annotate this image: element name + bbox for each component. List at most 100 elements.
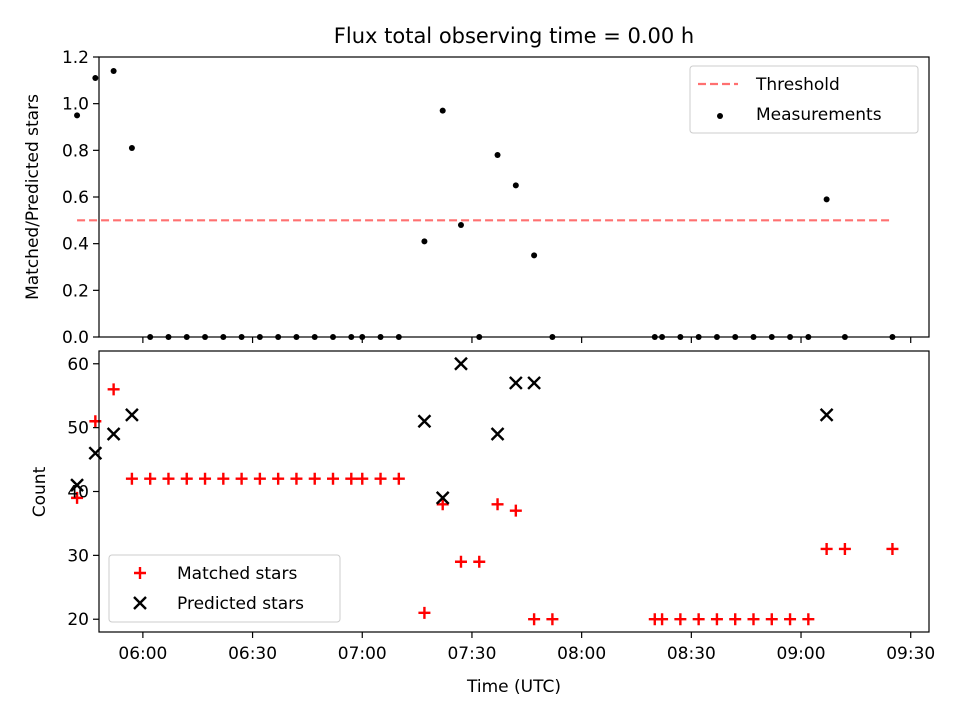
predicted-stars-legend-swatch [133,596,147,610]
measurement-point [92,75,99,81]
x-tick-label: 08:30 [667,644,716,664]
matched-stars-point [436,498,449,511]
matched-stars-point [729,613,742,626]
x-axis-label: Time (UTC) [466,677,561,697]
predicted-stars-point [490,427,505,441]
y-tick-label: 0.4 [62,235,89,255]
matched-stars-point [107,383,120,396]
measurement-point [439,107,446,114]
measurement-point [74,112,81,119]
y-tick-label: 30 [67,546,89,566]
y-tick-label: 1.2 [62,48,89,68]
matched-stars-legend-label: Matched stars [177,564,297,584]
x-tick-label: 09:00 [777,644,826,664]
predicted-stars-point [435,491,450,505]
legend-box [108,554,341,623]
matched-stars-legend-swatch [134,567,146,579]
matched-stars-point [125,472,138,485]
matched-stars-point [162,472,175,485]
ratio-legend: Threshold Measurements [689,65,919,134]
matched-stars-point [253,472,266,485]
matched-stars-point [802,613,815,626]
y-tick-label: 0.2 [62,281,89,301]
measurement-point [421,238,428,245]
y-tick-label: 1.0 [62,95,89,115]
count-y-axis-label: Count [30,466,50,517]
y-tick-label: 0.6 [62,188,89,208]
matched-stars-point [235,472,248,485]
matched-stars-point [765,613,778,626]
matched-stars-point [144,472,157,485]
matched-stars-point [418,606,431,619]
count-legend: Matched stars Predicted stars [108,554,341,623]
x-tick-label: 07:30 [447,644,496,664]
predicted-stars-point [417,414,432,429]
predicted-stars-legend-label: Predicted stars [177,594,304,614]
matched-stars-point [327,472,340,485]
matched-stars-point [674,613,687,626]
ratio-y-axis-label: Matched/Predicted stars [23,94,43,300]
measurement-point [110,68,117,74]
measurement-point [512,182,519,189]
matched-stars-point [180,472,193,485]
measurement-point [494,152,501,158]
matched-stars-point [272,472,285,485]
matched-stars-point [886,542,899,555]
legend-box [689,65,919,134]
matched-stars-point [528,613,541,626]
x-tick-label: 08:00 [557,644,606,664]
matched-stars-point [454,555,467,568]
count-y-ticks: 20 30 40 50 60 [67,355,99,630]
matched-stars-point [71,491,84,504]
ratio-y-ticks: 0.0 0.2 0.4 0.6 0.8 1.0 1.2 [62,48,99,348]
predicted-stars-point [125,408,139,422]
matched-stars-point [491,498,504,511]
x-tick-label: 07:00 [338,644,387,664]
matched-stars-point [747,613,760,626]
y-tick-label: 0.8 [62,141,89,161]
matched-stars-point [473,555,486,568]
matched-stars-point [217,472,230,485]
ratio-x-ticks [142,337,912,343]
predicted-stars-point [454,356,468,371]
measurement-point [128,145,135,151]
matched-stars-point [356,472,369,485]
threshold-legend-label: Threshold [755,75,840,95]
x-tick-label: 09:30 [886,644,935,664]
matched-stars-point [784,613,797,626]
measurement-point [531,252,538,259]
x-tick-label: 06:00 [118,644,167,664]
ratio-panel: 0.0 0.2 0.4 0.6 0.8 1.0 1.2 Matched/Predicted … [23,48,930,348]
matched-stars-point [838,542,851,555]
count-panel: 06:00 06:30 07:00 07:30 08:00 08:30 09:00 09:30… [30,350,935,697]
predicted-stars-point [70,478,84,492]
measurements-legend-swatch [717,113,723,119]
y-tick-label: 60 [67,355,89,375]
y-tick-label: 20 [67,610,89,630]
y-tick-label: 0.0 [62,328,89,348]
count-x-ticks: 06:00 06:30 07:00 07:30 08:00 08:30 09:00 09:30 [118,632,935,664]
matched-stars-point [374,472,387,485]
measurement-point [457,222,464,228]
matched-stars-point [509,504,522,517]
predicted-stars-point [527,376,541,390]
matched-stars-point [345,472,358,485]
matched-stars-point [656,613,669,626]
count-plot-area [70,356,899,626]
measurements-legend-label: Measurements [756,105,882,125]
measurement-point [823,196,830,203]
predicted-stars-point [106,427,121,441]
predicted-stars-point [819,408,834,422]
y-tick-label: 40 [67,483,89,503]
y-tick-label: 50 [67,419,89,439]
matched-stars-point [710,613,723,626]
matched-stars-point [820,542,833,555]
matched-stars-point [290,472,303,485]
chart-title: Flux total observing time = 0.00 h [334,24,694,48]
matched-stars-point [392,472,405,485]
matched-stars-point [692,613,705,626]
predicted-stars-point [508,376,523,390]
x-tick-label: 06:30 [228,644,277,664]
matched-stars-point [308,472,321,485]
